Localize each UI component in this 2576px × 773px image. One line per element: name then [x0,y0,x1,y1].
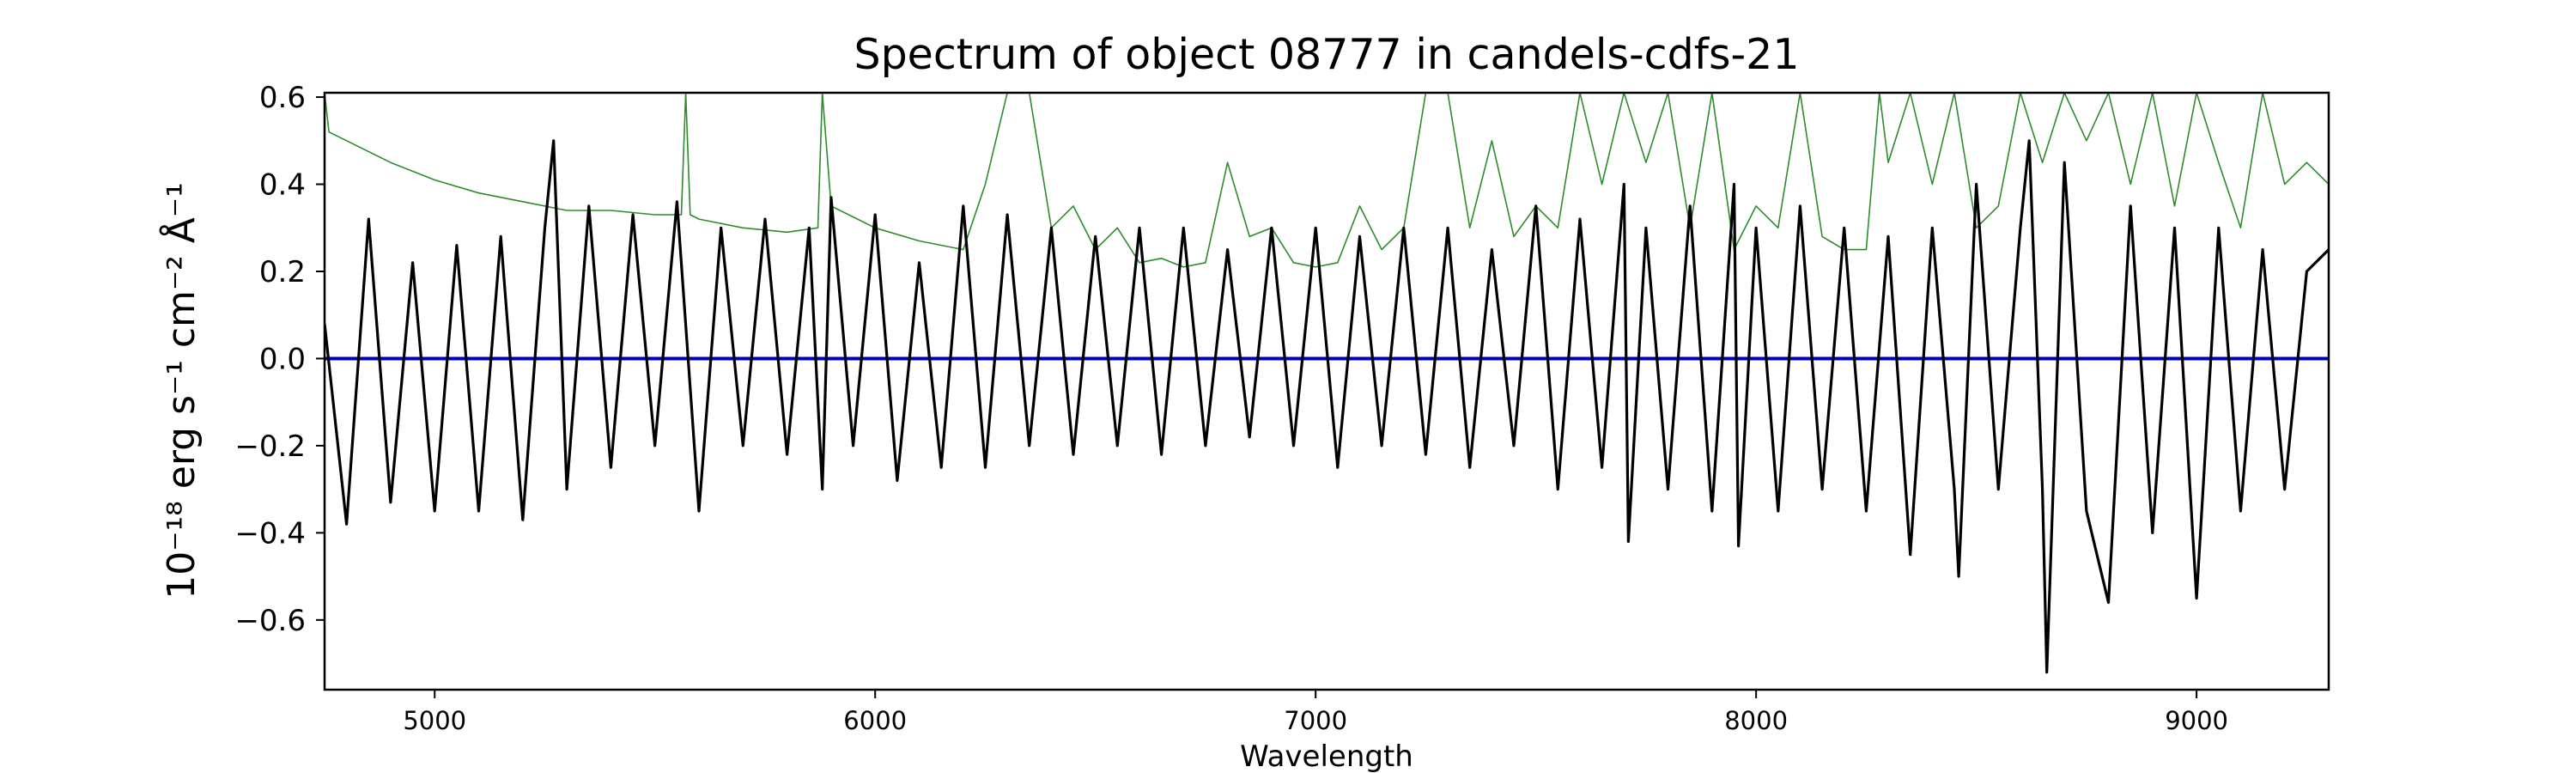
error-series-line [325,93,2329,268]
chart-title: Spectrum of object 08777 in candels-cdfs… [854,30,1799,79]
y-tick-label: −0.2 [234,429,306,464]
x-tick-label: 9000 [2165,706,2228,735]
y-tick-label: 0.6 [259,81,306,115]
y-tick-label: 0.2 [259,255,306,289]
y-tick-label: −0.4 [234,516,306,551]
x-axis-label: Wavelength [1240,740,1413,773]
y-tick-label: −0.6 [234,604,306,638]
x-tick-label: 6000 [843,706,907,735]
x-tick-label: 7000 [1284,706,1347,735]
x-axis: 5000 6000 7000 8000 9000 [403,690,2228,735]
x-tick-label: 5000 [403,706,466,735]
x-tick-label: 8000 [1724,706,1788,735]
plot-frame [323,91,2330,691]
series-layer [325,93,2329,674]
y-tick-label: 0.4 [259,168,306,203]
y-tick-label: 0.0 [259,342,306,376]
y-axis-label: 10⁻¹⁸ erg s⁻¹ cm⁻² Å⁻¹ [158,182,204,599]
flux-series-line [325,139,2329,674]
y-axis: −0.6 −0.4 −0.2 0.0 0.2 0.4 0.6 [234,81,325,638]
